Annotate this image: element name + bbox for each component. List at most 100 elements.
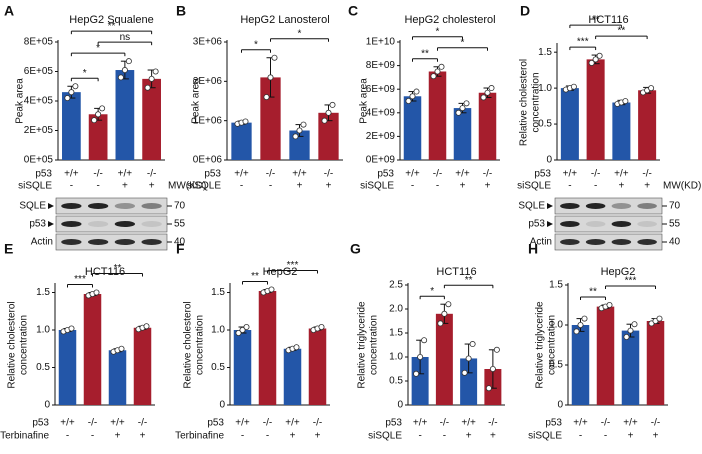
y-tick-label: 4E+05 [24, 96, 54, 107]
blot-marker: 55 [174, 219, 186, 230]
data-point [592, 56, 599, 63]
y-tick-label: 0 [397, 400, 403, 411]
significance-label: * [430, 286, 434, 297]
significance-label: *** [577, 37, 589, 48]
significance-label: ** [592, 15, 600, 26]
y-axis-label: concentration [369, 315, 380, 375]
panel-letter: G [350, 241, 361, 257]
y-tick-label: 2.0 [389, 304, 403, 315]
condition-label: p53 [377, 169, 394, 180]
condition-value: + [115, 431, 121, 442]
y-tick-label: 4E+09 [366, 107, 396, 118]
condition-value: -/- [313, 418, 322, 429]
significance-label: * [436, 26, 440, 37]
significance-label: * [254, 39, 258, 50]
y-axis-label: concentration [195, 315, 206, 375]
y-axis-label: concentration [19, 315, 30, 375]
y-tick-label: 0 [219, 400, 225, 411]
condition-label: siSQLE [517, 181, 551, 192]
blot-row-label: SQLE [19, 201, 46, 212]
y-tick-label: 1.0 [211, 325, 225, 336]
condition-value: - [91, 431, 94, 442]
data-point [461, 369, 468, 376]
panel-letter: F [176, 241, 185, 257]
data-point [588, 59, 595, 66]
condition-value: +/+ [110, 418, 125, 429]
bar [612, 102, 631, 160]
data-point [296, 127, 303, 134]
condition-label: p53 [32, 418, 49, 429]
condition-value: -/- [147, 169, 156, 180]
condition-label: p53 [534, 169, 551, 180]
y-axis-label: Relative cholesterol [7, 301, 18, 388]
data-point [413, 370, 420, 377]
blot-arrow [48, 221, 54, 227]
y-axis-label: Peak area [15, 78, 26, 124]
blot-band [585, 239, 606, 245]
condition-label: p53 [207, 418, 224, 429]
condition-value: + [485, 181, 491, 192]
data-point [577, 321, 584, 328]
data-point [421, 337, 428, 344]
condition-label: p53 [204, 169, 221, 180]
blot-marker: 40 [174, 237, 186, 248]
condition-value: + [290, 431, 296, 442]
condition-value: + [618, 181, 624, 192]
blot-band [585, 203, 606, 209]
significance-label: ** [251, 271, 259, 282]
y-tick-label: 0.5 [549, 360, 563, 371]
bar [411, 357, 429, 405]
bar [571, 325, 590, 405]
condition-value: +/+ [292, 169, 307, 180]
condition-value: + [466, 431, 472, 442]
blot-band [611, 203, 632, 209]
y-tick-label: 1.5 [549, 280, 563, 291]
condition-value: +/+ [461, 418, 476, 429]
data-point [300, 121, 307, 128]
condition-value: - [96, 181, 99, 192]
blot-band [611, 221, 632, 227]
condition-value: -/- [93, 169, 102, 180]
data-point [430, 73, 437, 80]
data-point [596, 52, 603, 59]
data-point [239, 326, 246, 333]
bar [58, 330, 77, 405]
blot-marker: 40 [669, 237, 681, 248]
data-point [455, 109, 462, 116]
condition-value: -/- [488, 418, 497, 429]
y-tick-label: 6E+05 [24, 66, 54, 77]
data-point [438, 63, 445, 70]
blot-band [141, 203, 162, 209]
blot-arrow [547, 203, 553, 209]
condition-value: -/- [324, 169, 333, 180]
data-point [405, 98, 412, 105]
bar [88, 114, 108, 160]
bar [133, 327, 152, 405]
condition-value: + [122, 181, 128, 192]
condition-value: +/+ [235, 418, 250, 429]
y-tick-label: 1.0 [389, 352, 403, 363]
blot-band [637, 203, 657, 209]
blot-band [114, 203, 136, 209]
bar [586, 59, 605, 160]
bar [560, 88, 579, 160]
blot-band [114, 239, 136, 245]
condition-label: Terbinafine [0, 431, 49, 442]
data-point [318, 323, 325, 330]
panel-letter: E [4, 241, 13, 257]
blot-mw-title: MW(KD) [168, 181, 206, 192]
blot-band [637, 239, 657, 245]
condition-value: -/- [433, 169, 442, 180]
data-point [581, 315, 588, 322]
y-tick-label: 1.5 [211, 287, 225, 298]
data-point [484, 89, 491, 96]
chart-title: HCT116 [588, 14, 628, 26]
data-point [68, 325, 75, 332]
bar [621, 330, 640, 405]
data-point [627, 327, 634, 334]
blot-row-label: Actin [530, 237, 552, 248]
condition-label: Terbinafine [175, 431, 224, 442]
data-point [271, 54, 278, 61]
data-point [148, 75, 155, 82]
